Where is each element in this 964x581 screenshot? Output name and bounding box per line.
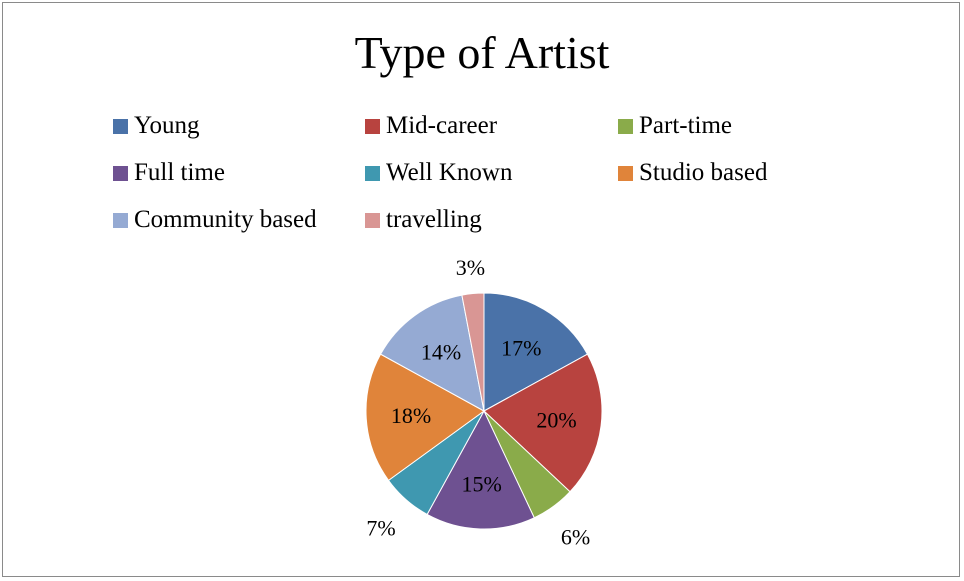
data-label-part-time: 6% xyxy=(561,525,590,550)
legend-item-community-based: Community based xyxy=(113,206,317,234)
legend-item-young: Young xyxy=(113,112,200,140)
pie-slice-studio-based xyxy=(365,353,485,482)
data-label-well-known: 7% xyxy=(366,515,395,540)
legend-item-travelling: travelling xyxy=(365,206,482,234)
legend-swatch xyxy=(365,212,380,228)
legend-label: Full time xyxy=(134,159,225,186)
legend-label: Community based xyxy=(134,206,317,233)
legend-label: Studio based xyxy=(639,159,768,186)
data-label-full-time: 15% xyxy=(462,472,502,497)
legend-swatch xyxy=(618,165,633,181)
legend-swatch xyxy=(113,212,128,228)
legend-swatch xyxy=(113,165,128,181)
pie-slice-community-based xyxy=(379,294,485,412)
legend-item-full-time: Full time xyxy=(113,159,225,187)
data-label-mid-career: 20% xyxy=(536,408,576,433)
pie-slice-full-time xyxy=(426,409,535,530)
legend-label: travelling xyxy=(386,206,482,233)
data-label-community-based: 14% xyxy=(421,339,461,364)
pie-slice-travelling xyxy=(461,292,485,412)
chart-title: Type of Artist xyxy=(354,27,610,78)
legend-swatch xyxy=(365,165,380,181)
data-label-young: 17% xyxy=(501,336,541,361)
legend: Young Mid-career Part-time Full time Well Kn… xyxy=(0,0,964,250)
pie-slice-mid-career xyxy=(483,353,603,493)
legend-swatch xyxy=(618,118,633,134)
legend-swatch xyxy=(365,118,380,134)
legend-swatch xyxy=(113,118,128,134)
legend-item-studio-based: Studio based xyxy=(618,159,767,187)
legend-item-well-known: Well Known xyxy=(365,159,512,187)
data-label-travelling: 3% xyxy=(456,255,485,280)
data-label-studio-based: 18% xyxy=(391,403,431,428)
pie-slice-young xyxy=(483,292,589,412)
legend-item-mid-career: Mid-career xyxy=(365,112,497,140)
legend-label: Young xyxy=(134,112,200,139)
legend-item-part-time: Part-time xyxy=(618,112,732,140)
legend-label: Part-time xyxy=(639,112,733,139)
legend-label: Mid-career xyxy=(386,112,498,139)
legend-label: Well Known xyxy=(386,159,513,186)
